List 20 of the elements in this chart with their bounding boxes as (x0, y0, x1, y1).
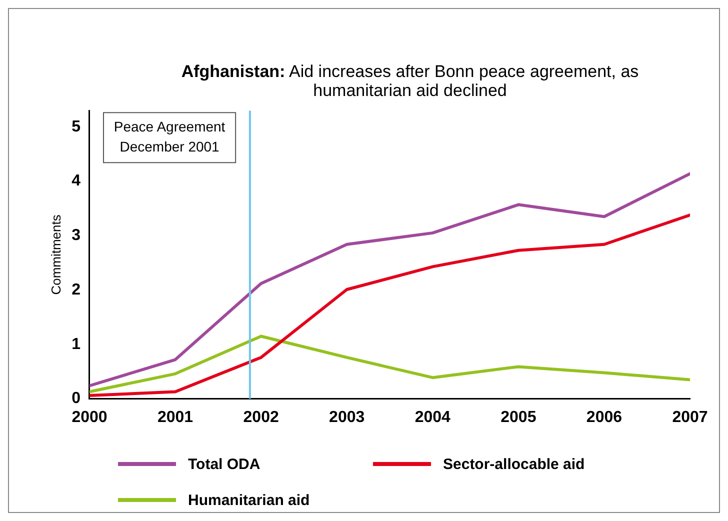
y-tick-label: 1 (72, 336, 81, 353)
ref-line-label: Peace Agreement December 2001 (114, 118, 226, 154)
x-tick-label: 2000 (72, 408, 108, 426)
x-tick-label: 2004 (414, 408, 451, 426)
y-tick-label: 5 (72, 118, 81, 136)
x-tick-label: 2001 (157, 408, 194, 426)
x-tick-label: 2003 (329, 408, 365, 426)
legend-label: Total ODA (188, 456, 260, 472)
y-axis-title: Commitments (48, 214, 64, 295)
y-tick-label: 3 (72, 227, 81, 244)
legend-label: Sector-allocable aid (443, 456, 585, 472)
y-tick-label: 4 (72, 172, 81, 190)
legend-label: Humanitarian aid (188, 492, 310, 508)
x-tick-label: 2002 (243, 408, 279, 426)
x-tick-label: 2005 (500, 408, 536, 426)
y-tick-label: 2 (72, 281, 81, 298)
y-tick-label: 0 (72, 390, 81, 408)
chart-title: Afghanistan: Aid increases after Bonn peace agreement, as humanitarian aid declined (180, 62, 640, 100)
x-tick-label: 2006 (586, 408, 622, 426)
x-tick-label: 2007 (672, 408, 708, 426)
